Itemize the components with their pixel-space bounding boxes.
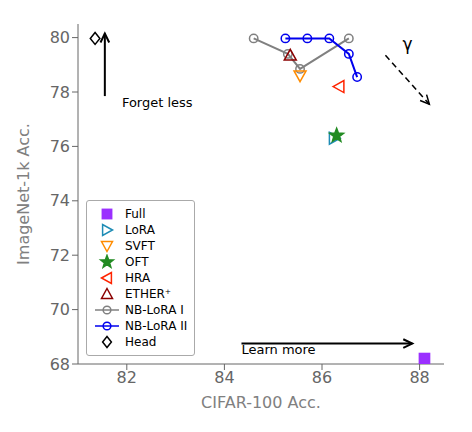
- html-text:Full: Full: [125, 207, 146, 221]
- svg-text:ImageNet-1k Acc.: ImageNet-1k Acc.: [14, 123, 33, 265]
- svg-text:80: 80: [50, 28, 70, 47]
- svg-text:γ: γ: [403, 34, 413, 54]
- svg-text:86: 86: [312, 368, 332, 387]
- svg-text:68: 68: [50, 355, 70, 374]
- html-text:HRA: HRA: [125, 271, 151, 285]
- html-text:OFT: OFT: [125, 255, 149, 269]
- svg-text:82: 82: [117, 368, 137, 387]
- svg-text:Learn more: Learn more: [241, 342, 315, 357]
- html-text:Head: Head: [125, 335, 157, 349]
- svg-text:72: 72: [50, 246, 70, 265]
- html-text:SVFT: SVFT: [125, 239, 155, 253]
- html-text:NB-LoRA II: NB-LoRA II: [125, 319, 188, 333]
- svg-text:76: 76: [50, 137, 70, 156]
- html-text:ETHER⁺: ETHER⁺: [125, 287, 172, 301]
- svg-text:Forget less: Forget less: [122, 95, 193, 110]
- svg-text:CIFAR-100 Acc.: CIFAR-100 Acc.: [201, 393, 321, 412]
- svg-text:70: 70: [50, 300, 70, 319]
- svg-text:78: 78: [50, 83, 70, 102]
- svg-text:84: 84: [214, 368, 234, 387]
- svg-text:88: 88: [409, 368, 429, 387]
- svg-text:74: 74: [50, 191, 70, 210]
- html-text:NB-LoRA I: NB-LoRA I: [125, 303, 184, 317]
- html-text:LoRA: LoRA: [125, 223, 155, 237]
